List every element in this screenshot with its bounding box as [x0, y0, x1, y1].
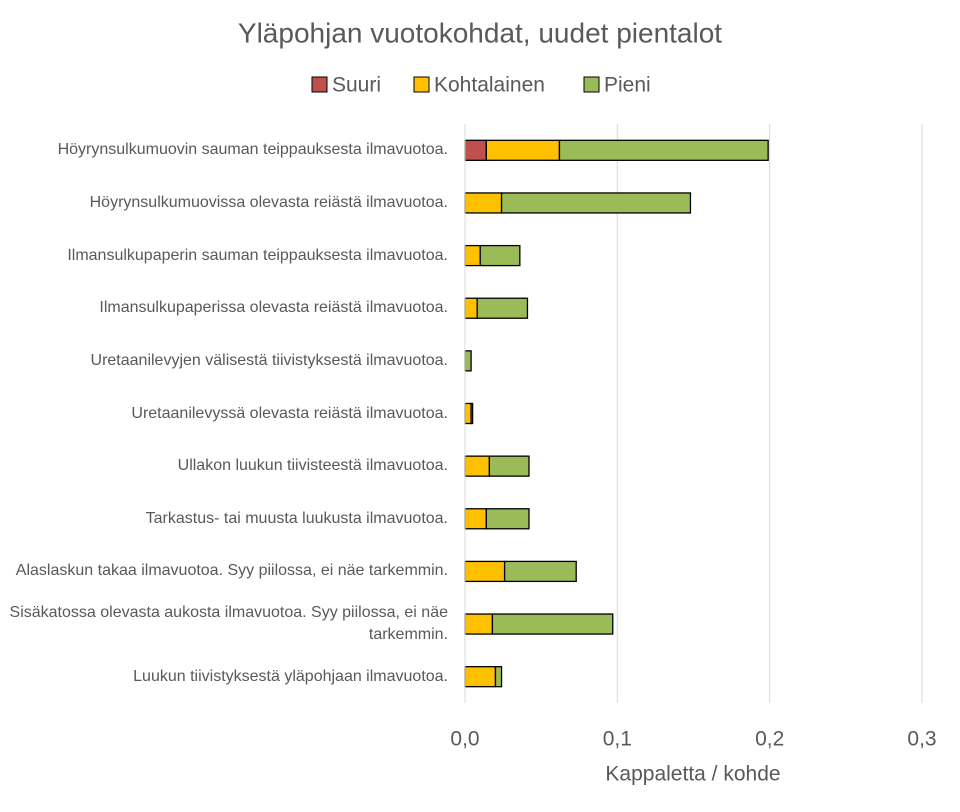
bar-segment: [464, 244, 481, 267]
bar-segment: [464, 508, 487, 530]
x-tick-label: 0,3: [907, 728, 936, 751]
category-label: Ilmansulkupaperin sauman teippauksesta i…: [67, 246, 448, 264]
bar-segment: [464, 402, 472, 425]
legend-swatch: [583, 76, 600, 93]
bar-segment: [476, 297, 529, 319]
bar-segment: [500, 192, 692, 214]
bar-segment: [485, 139, 561, 161]
category-label: Höyrynsulkumuovin sauman teippauksesta i…: [57, 141, 448, 159]
bar-segment: [464, 666, 497, 688]
bar-segment: [464, 613, 494, 635]
bar-segment: [464, 350, 472, 372]
category-label: Sisäkatossa olevasta aukosta ilmavuotoa.…: [9, 604, 448, 644]
x-tick-label: 0,1: [603, 728, 632, 751]
bar-segment: [464, 297, 478, 319]
category-label: Ilmansulkupaperissa olevasta reiästä ilm…: [99, 299, 448, 317]
category-label: Höyrynsulkumuovissa olevasta reiästä ilm…: [89, 193, 448, 211]
category-label: Uretaanilevyssä olevasta reiästä ilmavuo…: [131, 404, 448, 422]
bar-segment: [464, 192, 503, 214]
bar-segment: [470, 402, 474, 425]
legend-swatch: [311, 76, 328, 93]
category-label: Tarkastus- tai muusta luukusta ilmavuoto…: [145, 509, 448, 527]
bar-segment: [488, 455, 530, 477]
bar-segment: [464, 139, 487, 161]
category-label: Luukun tiivistyksestä yläpohjaan ilmavuo…: [133, 667, 448, 685]
bar-segment: [503, 560, 577, 583]
bar-segment: [494, 666, 503, 688]
x-axis-title: Kappaletta / kohde: [605, 763, 780, 786]
category-label: Uretaanilevyjen välisestä tiivistyksestä…: [90, 351, 448, 369]
legend-label: Kohtalainen: [434, 74, 545, 97]
bar-segment: [558, 139, 769, 161]
bar-segment: [491, 613, 614, 635]
category-label: Alaslaskun takaa ilmavuotoa. Syy piiloss…: [15, 562, 448, 580]
chart-title: Yläpohjan vuotokohdat, uudet pientalot: [238, 17, 722, 48]
bar-segment: [479, 244, 521, 267]
bar-segment: [464, 455, 491, 477]
bar-segment: [464, 560, 506, 583]
category-label: Ullakon luukun tiivisteestä ilmavuotoa.: [177, 457, 448, 475]
legend-label: Pieni: [604, 74, 651, 97]
x-tick-label: 0,2: [755, 728, 784, 751]
x-tick-label: 0,0: [450, 728, 479, 751]
bar-segment: [485, 508, 530, 530]
legend-swatch: [413, 76, 430, 93]
legend-label: Suuri: [332, 74, 381, 97]
